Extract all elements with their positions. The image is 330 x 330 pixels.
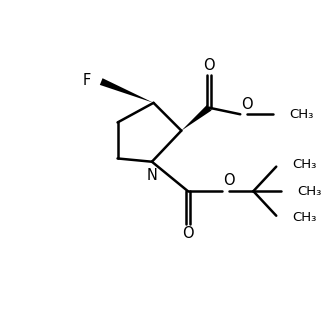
Text: O: O <box>182 226 194 241</box>
Polygon shape <box>182 105 212 131</box>
Text: O: O <box>223 173 235 188</box>
Text: N: N <box>147 168 157 182</box>
Text: O: O <box>241 97 252 112</box>
Text: O: O <box>203 58 215 73</box>
Text: CH₃: CH₃ <box>289 108 314 121</box>
Text: CH₃: CH₃ <box>298 185 322 198</box>
Text: CH₃: CH₃ <box>293 158 317 172</box>
Text: CH₃: CH₃ <box>293 211 317 224</box>
Polygon shape <box>100 78 153 103</box>
Text: F: F <box>83 73 91 88</box>
